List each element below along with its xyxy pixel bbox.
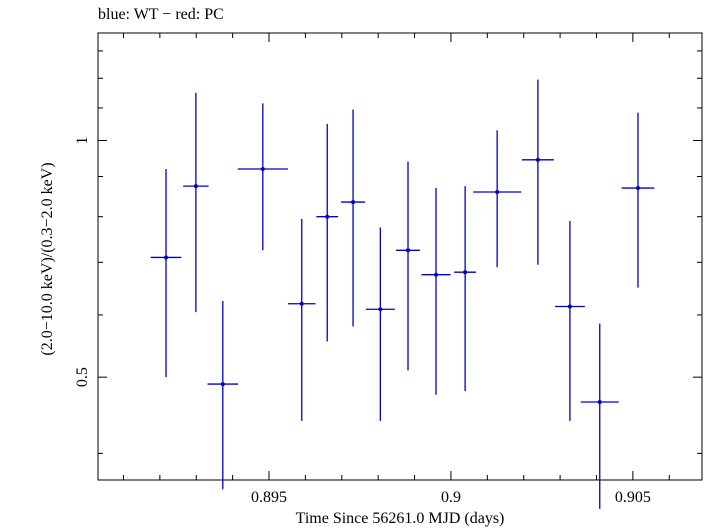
data-point — [621, 112, 655, 288]
y-tick-label: 1 — [74, 136, 91, 144]
point-marker — [434, 272, 439, 277]
point-marker — [495, 189, 500, 194]
plot-frame — [97, 32, 703, 481]
point-marker — [406, 248, 411, 253]
data-point — [287, 218, 316, 421]
data-point — [421, 188, 451, 395]
point-marker — [535, 157, 540, 162]
x-axis-label: Time Since 56261.0 MJD (days) — [295, 510, 505, 527]
point-marker — [260, 166, 265, 171]
point-marker — [299, 301, 304, 306]
data-point — [316, 123, 339, 342]
x-tick-label: 0.905 — [615, 489, 651, 506]
y-axis-label: (2.0−10.0 keV)/(0.3−2.0 keV) — [39, 162, 56, 356]
point-marker — [325, 214, 330, 219]
data-points — [150, 79, 655, 509]
x-tick-label: 0.9 — [441, 489, 461, 506]
data-point — [395, 161, 421, 371]
axis-ticks — [98, 33, 702, 480]
point-marker — [463, 270, 468, 275]
data-point — [473, 130, 522, 268]
point-marker — [378, 307, 383, 312]
chart-title: blue: WT − red: PC — [98, 6, 224, 23]
point-marker — [193, 184, 198, 189]
data-point — [580, 323, 619, 509]
point-marker — [567, 304, 572, 309]
x-tick-label: 0.895 — [251, 489, 287, 506]
point-marker — [164, 255, 169, 260]
data-point — [237, 103, 288, 251]
point-marker — [351, 200, 356, 205]
data-point — [183, 92, 209, 313]
point-marker — [220, 382, 225, 387]
point-marker — [597, 399, 602, 404]
data-point — [454, 186, 477, 392]
data-point — [365, 227, 395, 421]
tick-labels: 0.895 0.9 0.905 0.5 1 — [74, 136, 651, 506]
data-point — [555, 220, 585, 421]
y-tick-label: 0.5 — [74, 367, 91, 387]
data-point — [150, 168, 182, 378]
data-point — [341, 109, 366, 327]
data-point — [521, 79, 554, 265]
point-marker — [635, 186, 640, 191]
data-point — [207, 300, 239, 490]
